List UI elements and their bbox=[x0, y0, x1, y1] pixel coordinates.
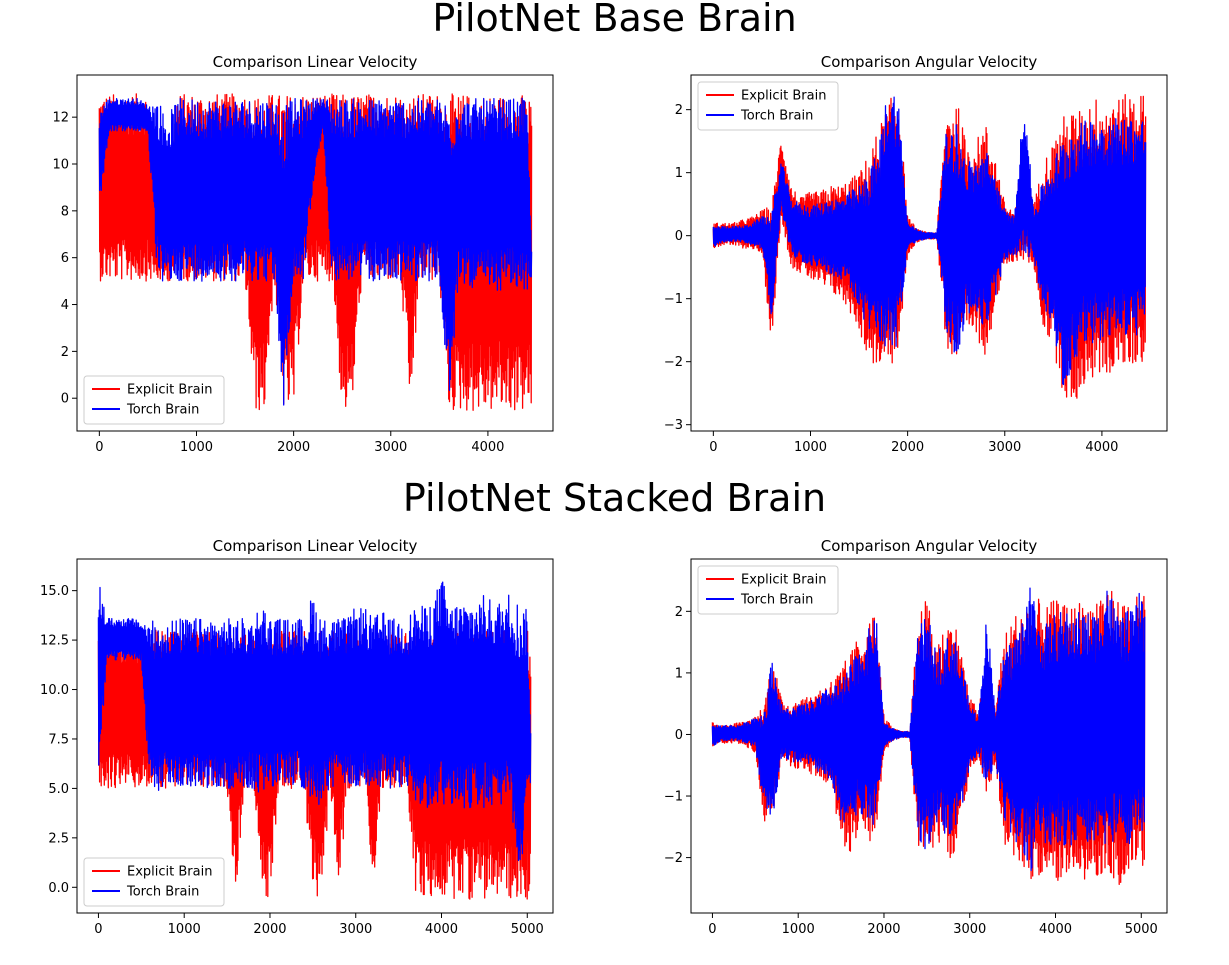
y-tick-label: 0 bbox=[675, 229, 683, 244]
y-tick-label: 10 bbox=[52, 158, 69, 173]
x-tick-label: 3000 bbox=[953, 922, 986, 937]
chart-title: Comparison Linear Velocity bbox=[213, 53, 418, 71]
series-line-torch bbox=[98, 97, 533, 406]
y-tick-label: 8 bbox=[61, 204, 69, 219]
chart-1: Comparison Angular Velocity 0 1000 2000 3000… bbox=[664, 53, 1168, 455]
chart-2: Comparison Linear Velocity 0 1000 2000 3000 4… bbox=[40, 537, 554, 937]
y-tick-label: −1 bbox=[664, 790, 683, 805]
y-tick-label: 2.5 bbox=[48, 831, 69, 846]
chart-3: Comparison Angular Velocity 0 1000 2000 3000… bbox=[664, 537, 1168, 937]
y-tick-label: 2 bbox=[61, 345, 69, 360]
x-tick-label: 1000 bbox=[180, 440, 213, 455]
plot-area bbox=[712, 94, 1147, 399]
y-tick-label: 0 bbox=[675, 728, 683, 743]
x-tick-label: 4000 bbox=[1039, 922, 1072, 937]
legend: Explicit Brain Torch Brain bbox=[83, 857, 225, 907]
x-tick-label: 3000 bbox=[339, 922, 372, 937]
x-tick-label: 1000 bbox=[168, 922, 201, 937]
x-tick-label: 4000 bbox=[471, 440, 504, 455]
y-tick-label: 0.0 bbox=[48, 881, 69, 896]
y-tick-label: 0 bbox=[61, 392, 69, 407]
x-tick-label: 2000 bbox=[277, 440, 310, 455]
x-tick-label: 2000 bbox=[867, 922, 900, 937]
plot-area bbox=[711, 587, 1146, 886]
y-tick-label: 4 bbox=[61, 298, 69, 313]
y-tick-label: 10.0 bbox=[40, 683, 69, 698]
x-tick-label: 4000 bbox=[425, 922, 458, 937]
x-tick-label: 3000 bbox=[988, 440, 1021, 455]
legend-label: Explicit Brain bbox=[741, 89, 826, 104]
x-tick-label: 0 bbox=[95, 440, 103, 455]
series-line-torch bbox=[97, 581, 532, 862]
section-title-base: PilotNet Base Brain bbox=[432, 0, 797, 40]
x-tick-label: 0 bbox=[94, 922, 102, 937]
y-tick-label: −2 bbox=[664, 851, 683, 866]
chart-title: Comparison Linear Velocity bbox=[213, 537, 418, 555]
legend-label: Torch Brain bbox=[740, 109, 813, 124]
legend-label: Torch Brain bbox=[126, 403, 199, 418]
legend: Explicit Brain Torch Brain bbox=[697, 81, 839, 131]
x-tick-label: 2000 bbox=[253, 922, 286, 937]
y-tick-label: 7.5 bbox=[48, 732, 69, 747]
legend: Explicit Brain Torch Brain bbox=[697, 565, 839, 615]
legend-label: Explicit Brain bbox=[127, 383, 212, 398]
x-tick-label: 0 bbox=[708, 922, 716, 937]
x-tick-label: 3000 bbox=[374, 440, 407, 455]
x-tick-label: 5000 bbox=[511, 922, 544, 937]
y-tick-label: 5.0 bbox=[48, 782, 69, 797]
chart-title: Comparison Angular Velocity bbox=[821, 537, 1038, 555]
plot-area bbox=[97, 581, 532, 900]
legend-label: Torch Brain bbox=[126, 885, 199, 900]
y-tick-label: 1 bbox=[675, 166, 683, 181]
chart-title: Comparison Angular Velocity bbox=[821, 53, 1038, 71]
x-tick-label: 5000 bbox=[1125, 922, 1158, 937]
x-tick-label: 0 bbox=[709, 440, 717, 455]
y-tick-label: 2 bbox=[675, 605, 683, 620]
plot-area bbox=[98, 93, 533, 411]
y-tick-label: 15.0 bbox=[40, 584, 69, 599]
axes-frame bbox=[690, 74, 1168, 432]
x-tick-label: 2000 bbox=[891, 440, 924, 455]
legend-label: Explicit Brain bbox=[127, 865, 212, 880]
y-tick-label: 6 bbox=[61, 251, 69, 266]
y-tick-label: −2 bbox=[664, 355, 683, 370]
axes-frame bbox=[76, 558, 554, 914]
legend-label: Torch Brain bbox=[740, 593, 813, 608]
legend: Explicit Brain Torch Brain bbox=[83, 375, 225, 425]
chart-0: Comparison Linear Velocity 0 1000 2000 3000 4… bbox=[52, 53, 554, 455]
y-tick-label: −3 bbox=[664, 418, 683, 433]
axes-frame bbox=[690, 558, 1168, 914]
y-tick-label: −1 bbox=[664, 292, 683, 307]
y-tick-label: 1 bbox=[675, 666, 683, 681]
series-line-torch bbox=[711, 587, 1146, 872]
x-tick-label: 1000 bbox=[782, 922, 815, 937]
section-title-stacked: PilotNet Stacked Brain bbox=[402, 476, 827, 520]
y-tick-label: 2 bbox=[675, 103, 683, 118]
series-line-torch bbox=[712, 96, 1147, 386]
axes-frame bbox=[76, 74, 554, 432]
y-tick-label: 12.5 bbox=[40, 634, 69, 649]
x-tick-label: 1000 bbox=[794, 440, 827, 455]
legend-label: Explicit Brain bbox=[741, 573, 826, 588]
y-tick-label: 12 bbox=[52, 111, 69, 126]
x-tick-label: 4000 bbox=[1085, 440, 1118, 455]
